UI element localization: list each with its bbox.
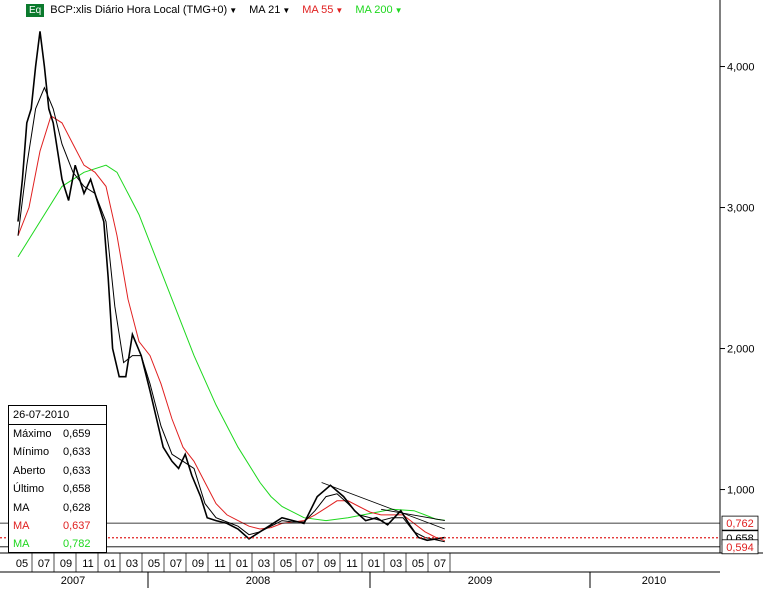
price-level-box [721,515,759,531]
x-month-label: 03 [126,558,138,570]
info-date: 26-07-2010 [9,406,106,425]
x-month-label: 09 [60,558,72,570]
series-line-ma200 [17,164,445,522]
x-month-label: 07 [434,558,446,570]
chart-header: Eq BCP:xlis Diário Hora Local (TMG+0) ▼ … [0,0,720,20]
x-month-label: 01 [104,558,116,570]
x-month-label: 11 [346,558,357,570]
info-row: MA 0,628 [9,499,106,517]
x-month-label: 01 [368,558,380,570]
y-tick-label: 4,000 [727,62,755,74]
x-month-label: 05 [16,558,28,570]
chevron-down-icon: ▼ [335,5,344,15]
data-window: 26-07-2010 Máximo 0,659 Mínimo 0,633 Abe… [8,405,107,553]
x-month-label: 03 [258,558,270,570]
x-year-label: 2009 [468,575,492,587]
y-tick-label: 3,000 [727,203,755,215]
info-label: MA [13,501,30,514]
series-line-ma55 [17,115,445,542]
info-label: Aberto [13,464,46,477]
symbol-selector[interactable]: BCP:xlis Diário Hora Local (TMG+0) ▼ [50,4,237,16]
info-label: Último [13,483,45,496]
ma55-label: MA 55 [302,4,334,16]
price-level-box [721,539,759,555]
chevron-down-icon: ▼ [229,5,238,15]
x-month-label: 09 [324,558,336,570]
info-value: 0,782 [63,538,91,551]
x-month-label: 05 [412,558,424,570]
x-month-label: 11 [214,558,225,570]
x-month-label: 07 [302,558,314,570]
ma21-label: MA 21 [249,4,281,16]
ma200-label: MA 200 [355,4,393,16]
info-value: 0,633 [63,464,91,477]
info-value: 0,633 [63,446,91,459]
info-row: MA 0,637 [9,517,106,535]
eq-badge[interactable]: Eq [26,3,45,17]
info-value: 0,637 [63,519,91,532]
y-tick-label: 2,000 [727,344,755,356]
trend-line[interactable] [380,508,445,521]
x-month-label: 05 [280,558,292,570]
x-month-label: 03 [390,558,402,570]
x-month-label: 11 [82,558,93,570]
info-value: 0,659 [63,428,91,440]
x-month-label: 01 [236,558,248,570]
info-label: Mínimo [13,446,50,459]
y-tick-label: 1,000 [727,485,755,497]
info-row: Mínimo 0,633 [9,443,106,461]
ma21-selector[interactable]: MA 21 ▼ [249,4,290,16]
ma55-selector[interactable]: MA 55 ▼ [302,4,343,16]
info-row: Aberto 0,633 [9,462,106,480]
info-row: MA 0,782 [9,535,106,553]
info-row: Máximo 0,659 [9,425,106,443]
x-month-label: 07 [38,558,50,570]
x-month-label: 07 [170,558,182,570]
x-month-label: 09 [192,558,204,570]
info-value: 0,658 [63,483,91,496]
info-row: Último 0,658 [9,480,106,498]
trend-line[interactable] [321,482,445,530]
info-value: 0,628 [63,501,91,514]
price-level-label: 0,594 [726,542,754,554]
info-label: MA [13,538,30,551]
info-label: MA [13,519,30,532]
symbol-label: BCP:xlis Diário Hora Local (TMG+0) [50,4,228,16]
chevron-down-icon: ▼ [282,5,291,15]
x-year-label: 2008 [246,575,270,587]
chevron-down-icon: ▼ [394,5,403,15]
price-level-label: 0,762 [726,518,754,530]
series-line-price [17,31,445,542]
info-label: Máximo [13,428,52,440]
ma200-selector[interactable]: MA 200 ▼ [355,4,402,16]
x-year-label: 2010 [642,575,666,587]
x-month-label: 05 [148,558,160,570]
x-year-label: 2007 [61,575,85,587]
